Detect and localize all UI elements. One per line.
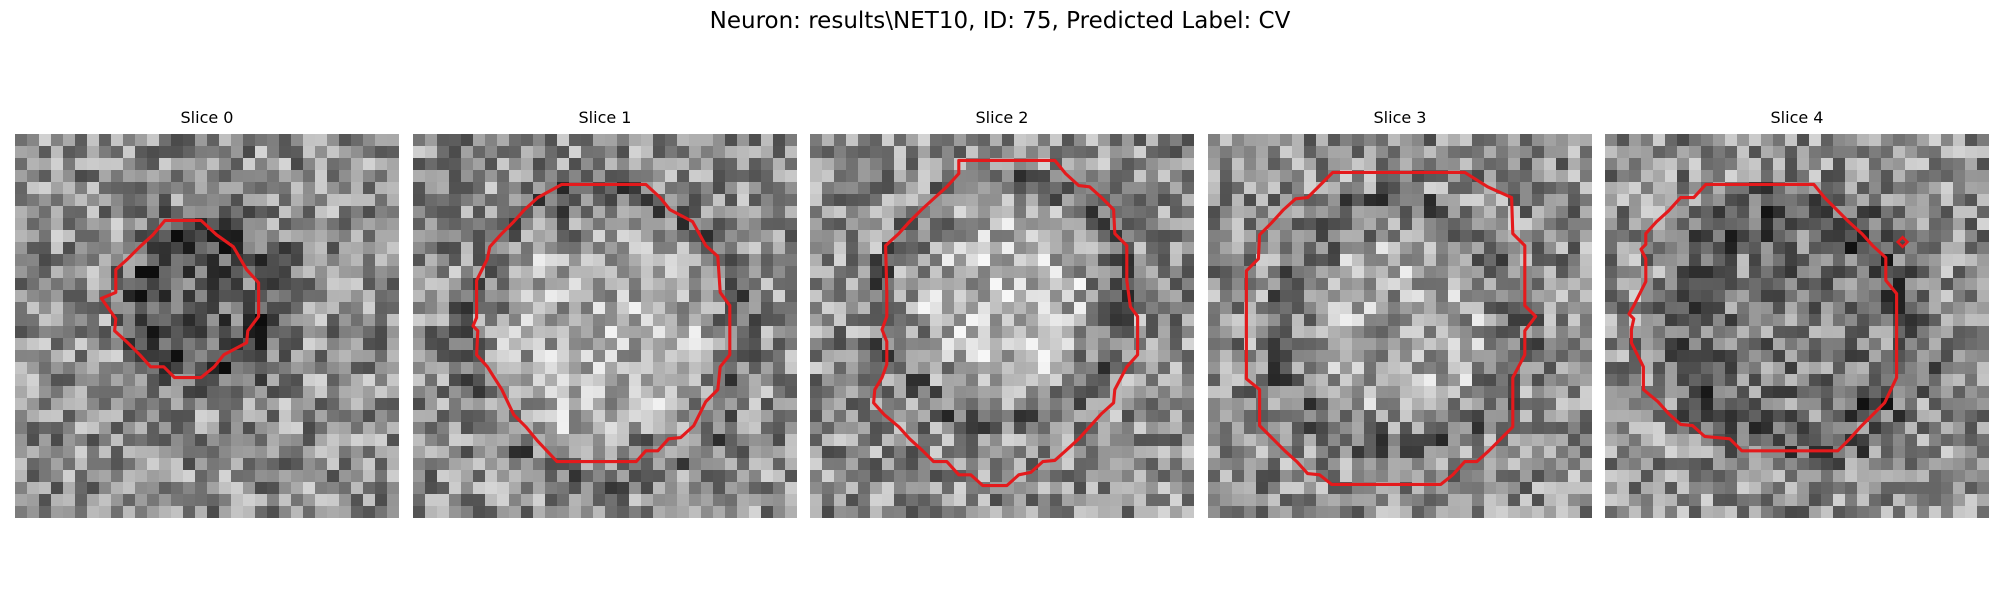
slice-contour-2 <box>872 158 1140 488</box>
slice-title-4: Slice 4 <box>1770 108 1824 127</box>
slice-image-4 <box>1605 134 1989 518</box>
slice-contour-4-dot <box>1895 235 1910 249</box>
figure-title: Neuron: results\NET10, ID: 75, Predicted… <box>709 8 1291 34</box>
slice-title-2: Slice 2 <box>975 108 1029 127</box>
slice-title-1: Slice 1 <box>578 108 632 127</box>
slice-image-0 <box>15 134 399 518</box>
slice-image-3 <box>1208 134 1592 518</box>
slice-image-2 <box>810 134 1194 518</box>
slice-title-0: Slice 0 <box>180 108 234 127</box>
slice-title-3: Slice 3 <box>1373 108 1427 127</box>
slice-contour-0 <box>99 218 261 380</box>
slice-image-1 <box>413 134 797 518</box>
slice-contour-1 <box>471 182 732 464</box>
slice-contour-4 <box>1627 182 1899 453</box>
slice-contour-3 <box>1244 170 1538 486</box>
